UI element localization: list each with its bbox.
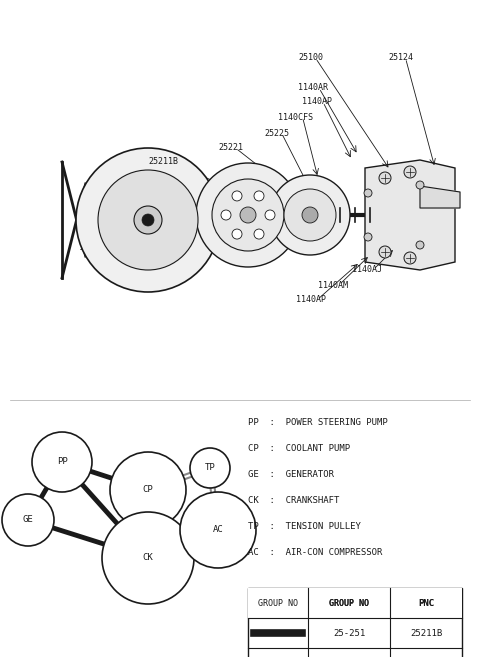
Circle shape — [302, 207, 318, 223]
Text: PP  :  POWER STEERING PUMP: PP : POWER STEERING PUMP — [248, 418, 388, 427]
Text: GROUP NO: GROUP NO — [329, 599, 369, 608]
Text: GROUP NO: GROUP NO — [329, 599, 369, 608]
Text: 25211B: 25211B — [410, 629, 442, 637]
Circle shape — [284, 189, 336, 241]
Circle shape — [379, 246, 391, 258]
Circle shape — [232, 229, 242, 239]
Circle shape — [32, 432, 92, 492]
Circle shape — [270, 175, 350, 255]
Text: TP  :  TENSION PULLEY: TP : TENSION PULLEY — [248, 522, 361, 531]
Text: 1140AM: 1140AM — [318, 281, 348, 290]
Text: 25225: 25225 — [264, 129, 289, 137]
Bar — [248, 588, 462, 618]
Text: 25124: 25124 — [388, 53, 413, 62]
Text: 1140AP: 1140AP — [296, 296, 326, 304]
Circle shape — [98, 170, 198, 270]
Text: GROUP NO: GROUP NO — [258, 599, 298, 608]
Text: CK  :  CRANKSHAFT: CK : CRANKSHAFT — [248, 496, 339, 505]
Text: 1140AJ: 1140AJ — [352, 265, 382, 275]
Text: PNC: PNC — [418, 599, 434, 608]
Circle shape — [254, 229, 264, 239]
Text: TP: TP — [204, 463, 216, 472]
Circle shape — [110, 452, 186, 528]
Text: GE  :  GENERATOR: GE : GENERATOR — [248, 470, 334, 479]
Text: AC: AC — [213, 526, 223, 535]
Circle shape — [379, 172, 391, 184]
Text: 1140CFS: 1140CFS — [278, 112, 313, 122]
Text: PNC: PNC — [418, 599, 434, 608]
Circle shape — [142, 214, 154, 226]
Text: 25100: 25100 — [298, 53, 323, 62]
Circle shape — [180, 492, 256, 568]
Bar — [248, 588, 462, 657]
Text: 25221: 25221 — [218, 143, 243, 152]
Circle shape — [364, 189, 372, 197]
Text: 25211B: 25211B — [148, 158, 178, 166]
Circle shape — [416, 241, 424, 249]
Circle shape — [102, 512, 194, 604]
Circle shape — [404, 252, 416, 264]
Polygon shape — [420, 186, 460, 208]
Text: 1140AP: 1140AP — [302, 97, 332, 106]
Circle shape — [404, 166, 416, 178]
Circle shape — [232, 191, 242, 201]
Circle shape — [240, 207, 256, 223]
Text: AC  :  AIR-CON COMPRESSOR: AC : AIR-CON COMPRESSOR — [248, 548, 383, 557]
Circle shape — [416, 181, 424, 189]
Circle shape — [364, 233, 372, 241]
Text: 1140AR: 1140AR — [298, 83, 328, 93]
Circle shape — [212, 179, 284, 251]
Circle shape — [2, 494, 54, 546]
Circle shape — [196, 163, 300, 267]
Circle shape — [254, 191, 264, 201]
Circle shape — [190, 448, 230, 488]
Text: GE: GE — [23, 516, 34, 524]
Text: CP: CP — [143, 486, 154, 495]
Circle shape — [76, 148, 220, 292]
Polygon shape — [365, 160, 455, 270]
Text: CP  :  COOLANT PUMP: CP : COOLANT PUMP — [248, 444, 350, 453]
Text: PP: PP — [57, 457, 67, 466]
Text: 25-251: 25-251 — [333, 629, 365, 637]
Text: CK: CK — [143, 553, 154, 562]
Circle shape — [221, 210, 231, 220]
Text: 1123GG: 1123GG — [79, 244, 111, 252]
Circle shape — [134, 206, 162, 234]
Circle shape — [265, 210, 275, 220]
